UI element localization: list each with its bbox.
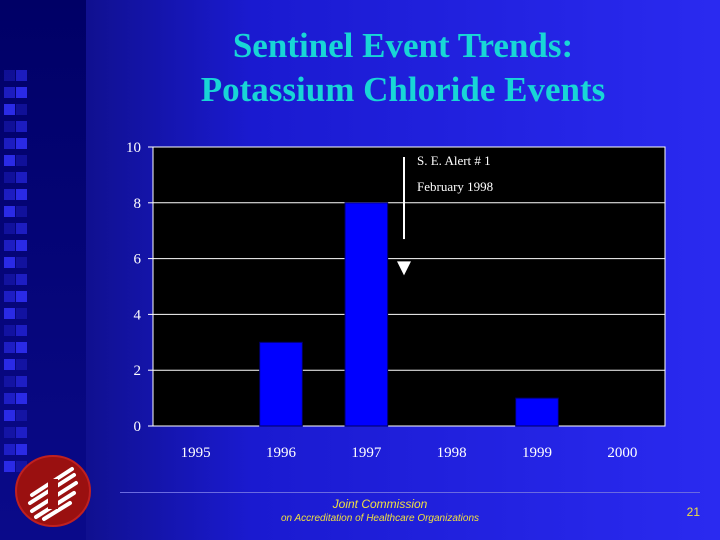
- decor-square: [16, 308, 27, 319]
- y-tick-label: 4: [134, 307, 142, 323]
- decor-square: [4, 104, 15, 115]
- decor-square: [4, 325, 15, 336]
- decor-square: [4, 427, 15, 438]
- decor-square: [16, 206, 27, 217]
- decor-square: [16, 104, 27, 115]
- y-tick-label: 2: [134, 363, 142, 379]
- decor-square: [4, 87, 15, 98]
- decor-square: [4, 155, 15, 166]
- slide-title: Sentinel Event Trends: Potassium Chlorid…: [86, 24, 720, 112]
- title-line-1: Sentinel Event Trends:: [232, 26, 574, 65]
- decor-square: [16, 70, 27, 81]
- decor-square: [4, 359, 15, 370]
- decor-square: [16, 410, 27, 421]
- decor-square: [16, 223, 27, 234]
- title-line-2: Potassium Chloride Events: [200, 70, 606, 109]
- decor-square: [16, 172, 27, 183]
- decor-square: [4, 189, 15, 200]
- decor-square: [16, 342, 27, 353]
- x-tick-label: 1999: [522, 445, 552, 461]
- decor-square: [16, 393, 27, 404]
- decor-square: [16, 257, 27, 268]
- decor-square: [16, 461, 27, 472]
- bar-chart: 0 2 4 6 8 10 1995 1996 1997 1998 1999 2000 S. E. Ale…: [126, 140, 666, 461]
- plot-area: [152, 146, 666, 427]
- decor-square: [16, 87, 27, 98]
- decor-square: [16, 138, 27, 149]
- decor-square: [4, 70, 15, 81]
- decor-square: [4, 240, 15, 251]
- y-tick-label: 8: [134, 196, 142, 212]
- y-tick-label: 10: [126, 140, 141, 156]
- decor-square: [16, 444, 27, 455]
- decor-square: [4, 121, 15, 132]
- org-name: Joint Commission: [332, 497, 428, 511]
- y-tick-label: 0: [134, 419, 142, 435]
- annotation-arrow-head: [397, 261, 411, 276]
- decor-square: [4, 393, 15, 404]
- decor-square: [4, 444, 15, 455]
- decor-square: [4, 308, 15, 319]
- decor-square: [16, 325, 27, 336]
- decor-square: [4, 223, 15, 234]
- decor-square: [16, 291, 27, 302]
- decor-square: [4, 257, 15, 268]
- decor-square: [16, 376, 27, 387]
- decor-square: [16, 427, 27, 438]
- decor-square: [4, 138, 15, 149]
- joint-commission-logo-icon: [15, 455, 91, 527]
- decor-square: [16, 240, 27, 251]
- annotation-line-2: February 1998: [417, 179, 493, 194]
- decor-square: [4, 291, 15, 302]
- bar-1997: [344, 202, 389, 427]
- decor-square: [4, 410, 15, 421]
- decor-squares: [4, 70, 28, 490]
- decor-square: [16, 155, 27, 166]
- decor-square: [4, 342, 15, 353]
- decor-square: [4, 461, 15, 472]
- footer-divider: [120, 492, 700, 493]
- org-subtitle: on Accreditation of Healthcare Organizat…: [280, 513, 480, 524]
- decor-square: [16, 274, 27, 285]
- y-tick-label: 6: [134, 252, 142, 268]
- x-tick-label: 1998: [437, 445, 467, 461]
- x-tick-label: 1995: [181, 445, 211, 461]
- decor-square: [16, 121, 27, 132]
- decor-square: [4, 172, 15, 183]
- decor-square: [4, 206, 15, 217]
- x-tick-label: 1996: [266, 445, 297, 461]
- x-tick-label: 2000: [607, 445, 637, 461]
- page-number: 21: [686, 505, 700, 519]
- annotation-line-1: S. E. Alert # 1: [417, 153, 491, 168]
- bar-1999: [515, 397, 559, 427]
- x-tick-label: 1997: [351, 445, 382, 461]
- bar-1996: [259, 341, 303, 427]
- decor-square: [4, 274, 15, 285]
- decor-square: [16, 359, 27, 370]
- decor-square: [16, 189, 27, 200]
- decor-square: [4, 376, 15, 387]
